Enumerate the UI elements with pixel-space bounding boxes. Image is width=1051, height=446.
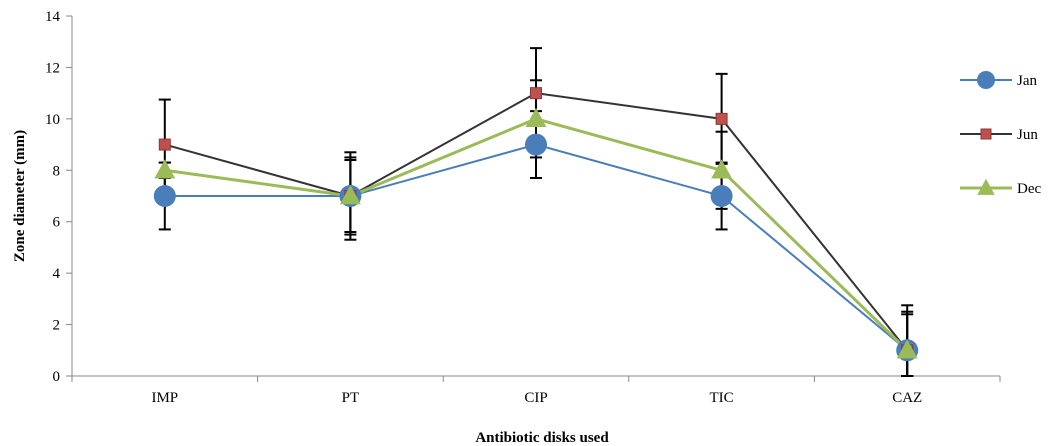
y-tick-label: 12 [45, 60, 60, 76]
y-axis: 0 2 4 6 8 10 12 14 [45, 9, 73, 385]
data-point-dec [154, 159, 176, 179]
y-tick-label: 2 [53, 318, 61, 334]
data-point-jan [710, 185, 733, 207]
x-axis: IMP PT CIP TIC CAZ [71, 375, 1001, 406]
y-axis-title: Zone diameter (mm) [12, 130, 28, 262]
x-axis-title: Antibiotic disks used [475, 430, 609, 446]
x-tick-label: CAZ [892, 390, 922, 406]
data-point-dec [711, 159, 733, 179]
data-point-dec [896, 339, 918, 359]
data-point-dec [339, 185, 361, 205]
data-point-jan [153, 185, 176, 207]
y-tick-label: 8 [53, 163, 61, 179]
y-tick-label: 14 [45, 9, 61, 25]
legend-marker [980, 128, 992, 140]
legend-marker [977, 178, 995, 195]
legend-label: Dec [1017, 181, 1041, 197]
x-tick-label: IMP [151, 390, 178, 406]
legend-marker [977, 71, 995, 89]
x-tick-label: CIP [524, 390, 547, 406]
y-tick-label: 10 [45, 112, 60, 128]
data-point-jun [715, 112, 728, 125]
y-tick-label: 0 [53, 369, 61, 385]
y-tick-label: 6 [53, 215, 61, 231]
x-tick-label: TIC [710, 390, 734, 406]
data-point-dec [525, 107, 547, 128]
data-point-jan [525, 133, 547, 156]
y-tick-label: 4 [53, 266, 61, 282]
series-markers [153, 87, 919, 362]
legend-label: Jun [1017, 127, 1038, 143]
legend-label: Jan [1017, 73, 1037, 89]
x-tick-label: PT [342, 390, 360, 406]
data-point-jun [158, 138, 171, 151]
data-point-jun [530, 87, 542, 100]
legend: Jan Jun Dec [960, 71, 1041, 197]
